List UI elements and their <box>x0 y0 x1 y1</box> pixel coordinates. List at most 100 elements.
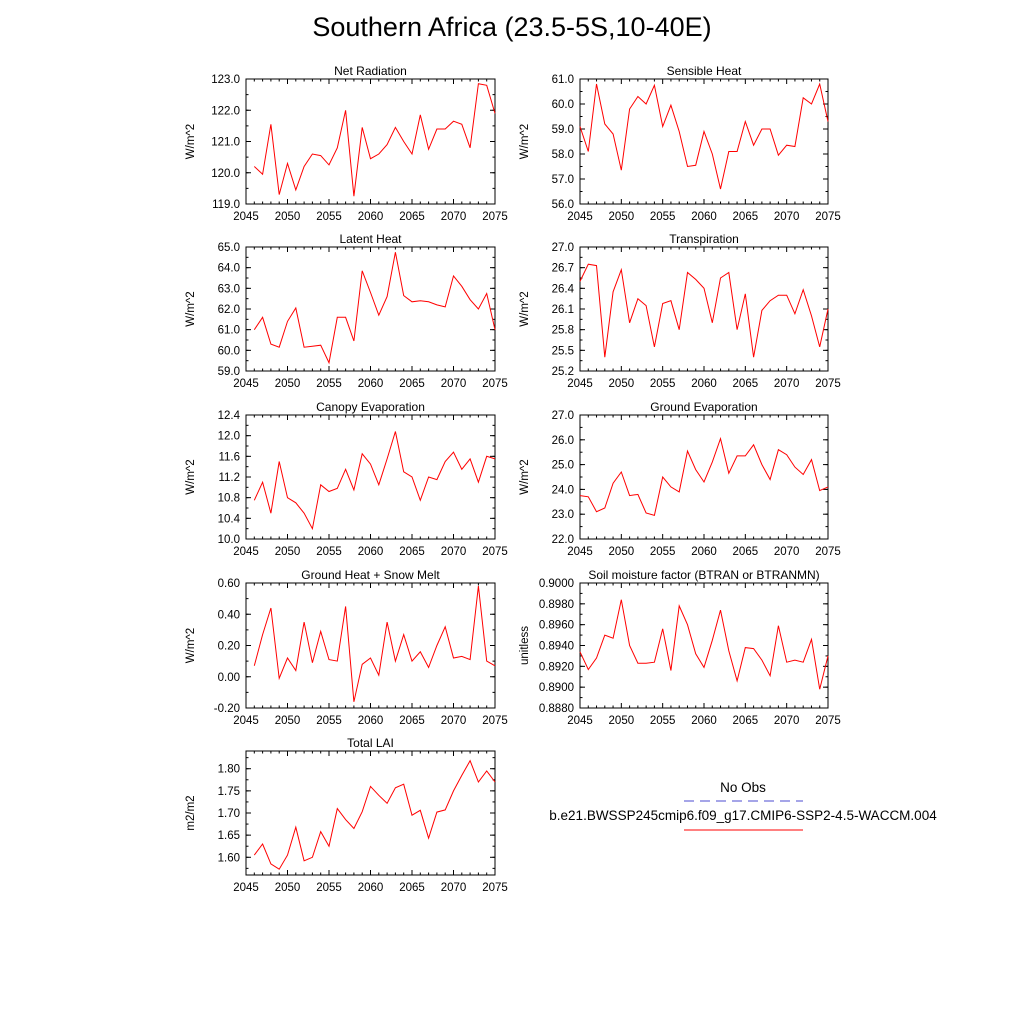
x-tick-label: 2070 <box>774 378 800 390</box>
chart-panels: Net Radiation W/m^2 2045 2050 2055 2060 2065 20… <box>185 64 841 894</box>
x-tick-label: 2055 <box>650 715 676 727</box>
x-tick-label: 2060 <box>691 378 717 390</box>
y-tick-label: 62.0 <box>218 304 240 316</box>
y-tick-label: 63.0 <box>218 283 240 295</box>
x-tick-label: 2065 <box>733 211 759 223</box>
x-tick-label: 2045 <box>567 546 593 558</box>
chart-panel: Ground Evaporation W/m^2 2045 2050 2055 2060 2… <box>519 400 841 558</box>
x-tick-label: 2050 <box>275 715 301 727</box>
y-tick-label: 25.8 <box>552 325 574 337</box>
x-tick-label: 2055 <box>316 546 342 558</box>
plot-frame <box>245 414 496 540</box>
y-tick-label: 58.0 <box>552 149 574 161</box>
y-axis-label: W/m^2 <box>185 124 197 159</box>
chart-title: Canopy Evaporation <box>316 400 425 414</box>
x-tick-label: 2070 <box>441 546 467 558</box>
y-tick-label: 64.0 <box>218 263 240 275</box>
x-tick-label: 2065 <box>399 546 425 558</box>
legend-label-model: b.e21.BWSSP245cmip6.f09_g17.CMIP6-SSP2-4… <box>549 808 937 823</box>
y-tick-label: 1.75 <box>218 786 240 798</box>
y-tick-label: -0.20 <box>214 703 240 715</box>
y-tick-label: 11.2 <box>218 472 240 484</box>
y-tick-label: 57.0 <box>552 174 574 186</box>
y-tick-label: 25.2 <box>552 366 574 378</box>
chart-panel: Latent Heat W/m^2 2045 2050 2055 2060 2065 2070… <box>185 232 508 390</box>
y-axis-label: W/m^2 <box>519 291 531 326</box>
x-tick-label: 2075 <box>482 211 508 223</box>
x-tick-label: 2055 <box>316 378 342 390</box>
x-tick-label: 2075 <box>815 211 841 223</box>
y-axis-label: W/m^2 <box>519 124 531 159</box>
chart-title: Ground Heat + Snow Melt <box>301 568 440 582</box>
y-tick-label: 0.8980 <box>539 599 574 611</box>
y-tick-label: 121.0 <box>211 137 240 149</box>
x-tick-label: 2070 <box>441 211 467 223</box>
chart-panel: Soil moisture factor (BTRAN or BTRANMN) u… <box>519 568 841 727</box>
x-tick-label: 2045 <box>567 211 593 223</box>
y-tick-label: 27.0 <box>552 242 574 254</box>
x-tick-label: 2055 <box>316 715 342 727</box>
x-tick-label: 2065 <box>399 882 425 894</box>
series-line <box>253 252 496 365</box>
y-tick-label: 61.0 <box>218 325 240 337</box>
y-tick-label: 0.8940 <box>539 641 574 653</box>
x-tick-label: 2045 <box>567 715 593 727</box>
x-tick-label: 2060 <box>691 546 717 558</box>
x-tick-label: 2075 <box>482 378 508 390</box>
x-tick-label: 2065 <box>733 546 759 558</box>
plot-frame <box>245 246 496 372</box>
x-tick-label: 2055 <box>650 378 676 390</box>
y-tick-label: 65.0 <box>218 242 240 254</box>
x-tick-label: 2050 <box>609 211 635 223</box>
x-tick-label: 2065 <box>399 378 425 390</box>
series-line <box>253 83 496 197</box>
series-line <box>253 759 496 870</box>
y-tick-label: 61.0 <box>552 74 574 86</box>
x-tick-label: 2045 <box>567 378 593 390</box>
x-tick-label: 2045 <box>233 715 259 727</box>
chart-title: Latent Heat <box>339 232 402 246</box>
x-tick-label: 2050 <box>275 211 301 223</box>
x-tick-label: 2075 <box>815 378 841 390</box>
x-tick-label: 2050 <box>609 378 635 390</box>
y-tick-label: 10.0 <box>218 534 240 546</box>
chart-panel: Net Radiation W/m^2 2045 2050 2055 2060 2065 20… <box>185 64 508 223</box>
y-tick-label: 1.80 <box>218 764 240 776</box>
x-tick-label: 2050 <box>275 378 301 390</box>
y-tick-label: 0.8900 <box>539 682 574 694</box>
y-tick-label: 10.4 <box>218 513 241 525</box>
y-tick-label: 24.0 <box>552 484 574 496</box>
y-tick-label: 27.0 <box>552 410 574 422</box>
y-tick-label: 12.4 <box>218 410 241 422</box>
chart-panel: Ground Heat + Snow Melt W/m^2 2045 2050 2055… <box>185 568 508 727</box>
legend: No Obs b.e21.BWSSP245cmip6.f09_g17.CMIP6… <box>549 780 937 831</box>
y-tick-label: 26.4 <box>552 283 575 295</box>
x-tick-label: 2070 <box>774 211 800 223</box>
chart-title: Sensible Heat <box>667 64 742 78</box>
x-tick-label: 2065 <box>399 211 425 223</box>
y-axis-label: W/m^2 <box>185 628 197 663</box>
y-tick-label: 25.0 <box>552 460 574 472</box>
y-tick-label: 123.0 <box>211 74 240 86</box>
x-tick-label: 2070 <box>441 378 467 390</box>
y-tick-label: 23.0 <box>552 509 574 521</box>
y-tick-label: 59.0 <box>552 124 574 136</box>
y-tick-label: 0.00 <box>218 672 240 684</box>
x-tick-label: 2070 <box>441 715 467 727</box>
y-tick-label: 26.1 <box>552 304 574 316</box>
x-tick-label: 2050 <box>275 546 301 558</box>
x-tick-label: 2075 <box>482 882 508 894</box>
series-line <box>579 599 829 690</box>
x-tick-label: 2050 <box>609 715 635 727</box>
x-tick-label: 2055 <box>316 211 342 223</box>
x-tick-label: 2070 <box>774 715 800 727</box>
x-tick-label: 2075 <box>482 546 508 558</box>
chart-title: Total LAI <box>347 736 394 750</box>
y-axis-label: W/m^2 <box>185 459 197 494</box>
x-tick-label: 2060 <box>358 882 384 894</box>
x-tick-label: 2060 <box>358 378 384 390</box>
chart-panel: Canopy Evaporation W/m^2 2045 2050 2055 2060 2… <box>185 400 508 558</box>
page-title: Southern Africa (23.5-5S,10-40E) <box>312 12 712 42</box>
y-tick-label: 0.8880 <box>539 703 574 715</box>
